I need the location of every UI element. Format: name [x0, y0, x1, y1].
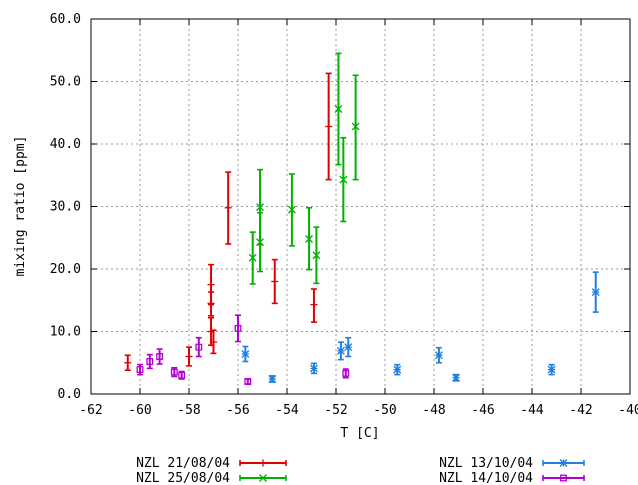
data-point: [268, 375, 277, 383]
legend-entry: NZL 14/10/04: [439, 471, 585, 485]
data-point: [342, 368, 350, 379]
x-tick-label: -42: [569, 403, 592, 418]
x-tick-label: -56: [226, 403, 249, 418]
series-1: [124, 72, 333, 372]
y-tick-label: 10.0: [50, 325, 81, 340]
series-3: [241, 271, 600, 383]
y-tick-label: 30.0: [50, 200, 81, 215]
data-point: [210, 329, 217, 355]
data-point: [207, 291, 215, 317]
x-tick-label: -40: [618, 403, 638, 418]
data-point: [344, 336, 353, 358]
data-point: [452, 373, 461, 382]
data-point: [547, 363, 556, 376]
data-point: [287, 173, 296, 247]
series-2: [248, 52, 360, 285]
y-tick-label: 50.0: [50, 75, 81, 90]
data-point: [336, 341, 345, 361]
x-tick-label: -50: [373, 403, 396, 418]
legend-label: NZL 25/08/04: [136, 471, 230, 485]
x-tick-label: -62: [79, 403, 102, 418]
data-point: [310, 288, 318, 323]
data-point: [185, 346, 193, 367]
x-tick-label: -58: [177, 403, 200, 418]
y-tick-label: 20.0: [50, 262, 81, 277]
y-tick-label: 0.0: [58, 387, 81, 402]
data-point: [256, 211, 265, 273]
axis-ticks: [90, 18, 631, 395]
data-point: [305, 206, 314, 271]
data-point: [434, 346, 443, 364]
x-tick-label: -52: [324, 403, 347, 418]
x-tick-label: -54: [275, 403, 299, 418]
data-point: [156, 348, 164, 365]
x-axis-label: T [C]: [340, 426, 379, 441]
legend-label: NZL 21/08/04: [136, 456, 230, 471]
data-point: [136, 363, 144, 376]
x-tick-label: -48: [422, 403, 445, 418]
data-point: [334, 52, 343, 166]
data-point: [178, 370, 186, 380]
data-point: [224, 171, 232, 245]
data-series: [124, 52, 600, 385]
data-point: [339, 136, 348, 223]
x-tick-label: -46: [471, 403, 494, 418]
data-point: [170, 366, 178, 378]
legend-entry: NZL 25/08/04: [136, 471, 287, 485]
data-point: [271, 258, 279, 305]
data-point: [393, 363, 402, 376]
tick-labels: -62 -60 -58 -56 -54 -52 -50 -48 -46 -44 -42 -40 0.0 1…: [50, 12, 638, 418]
legend-entry: NZL 21/08/04: [136, 456, 287, 471]
legend-label: NZL 13/10/04: [439, 456, 533, 471]
y-axis-label: mixing ratio [ppm]: [13, 136, 28, 277]
x-tick-label: -44: [520, 403, 544, 418]
data-point: [248, 231, 257, 285]
data-point: [351, 74, 360, 181]
data-point: [312, 226, 321, 285]
data-point: [195, 336, 203, 358]
data-point: [234, 314, 242, 343]
data-point: [124, 354, 132, 372]
y-tick-label: 40.0: [50, 137, 81, 152]
series-4: [136, 314, 350, 385]
data-point: [309, 362, 318, 375]
data-point: [244, 378, 252, 385]
legend-label: NZL 14/10/04: [439, 471, 533, 485]
data-point: [146, 353, 154, 370]
y-tick-label: 60.0: [50, 12, 81, 27]
data-point: [241, 345, 250, 363]
data-point: [591, 271, 600, 313]
grid-lines: [91, 19, 630, 394]
legend-entry: NZL 13/10/04: [439, 456, 585, 471]
data-point: [325, 72, 333, 181]
x-tick-label: -60: [128, 403, 151, 418]
